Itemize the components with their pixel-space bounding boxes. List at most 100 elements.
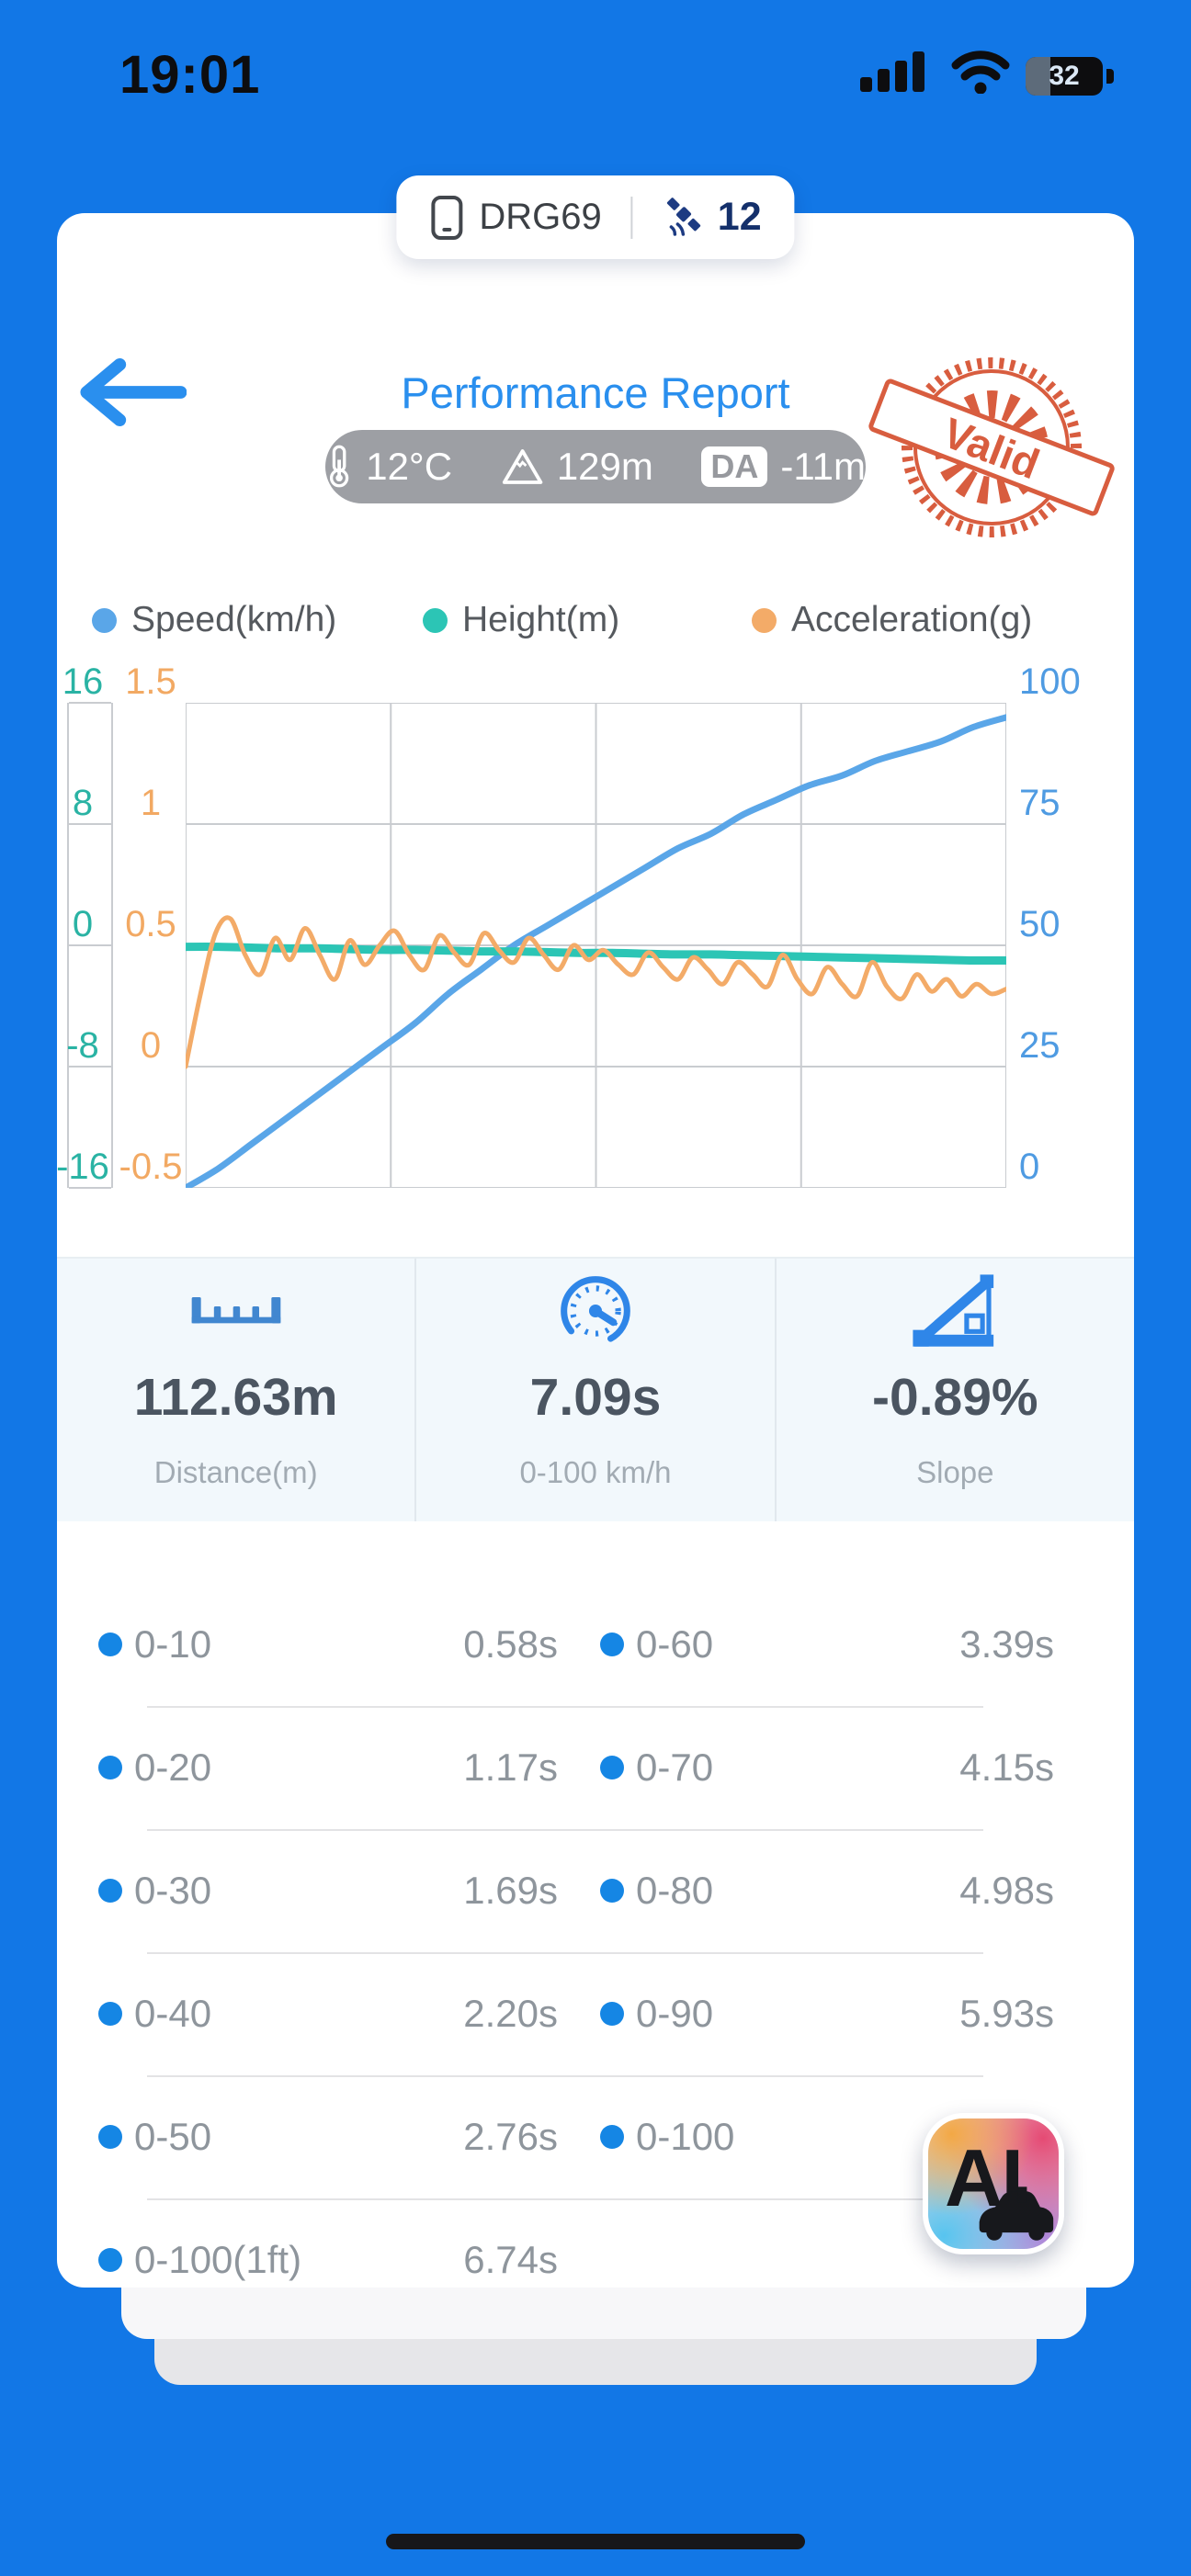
bullet-icon [600,2002,624,2026]
mountain-icon [502,449,542,484]
status-bar: 19:01 32 [0,0,1191,119]
speed-range-label: 0-70 [636,1746,714,1789]
height-axis-tick-label: 8 [72,783,94,823]
speed-range-label: 0-90 [636,1992,714,2035]
environment-pill: 12°C 129m DA -11m [325,430,866,503]
stat-cell: 112.63m Distance(m) [57,1259,414,1521]
bullet-icon [600,1633,624,1656]
row-divider [147,1706,983,1708]
speed-range-label: 0-20 [134,1746,212,1789]
density-altitude-value: -11m [780,445,866,488]
altitude-value: 129m [556,445,653,488]
height-axis-tick-label: -16 [57,1147,109,1187]
time-value: 2.20s [463,1992,558,2035]
device-name: DRG69 [479,197,602,237]
back-button[interactable] [78,356,187,428]
legend-item: Acceleration(g) [752,597,1032,643]
table-row: 0-40 2.20s 0-90 5.93s [57,1981,1134,2047]
bullet-icon [600,1879,624,1903]
slope-icon [777,1274,1134,1347]
stat-value: -0.89% [872,1368,1038,1427]
row-divider [147,2198,983,2200]
legend-dot-icon [92,607,117,633]
acceleration-axis-tick-label: 1.5 [125,661,176,702]
bullet-icon [600,2125,624,2149]
legend-item: Height(m) [423,597,619,643]
stat-label: Distance(m) [153,1455,318,1489]
row-divider [147,1829,983,1831]
speed-range-label: 0-40 [134,1992,212,2035]
battery-icon: 32 [1026,57,1114,96]
ai-assistant-button[interactable]: AI [923,2113,1064,2254]
bullet-icon [98,2002,122,2026]
legend-dot-icon [752,607,777,633]
arrow-left-icon [80,357,187,427]
speed-range-label: 0-50 [134,2115,212,2158]
bullet-icon [98,1756,122,1779]
acceleration-axis-tick-label: 0 [140,1025,162,1066]
speed-range-label: 0-100 [636,2115,735,2158]
speed-axis-tick-label: 0 [1019,1147,1040,1187]
bullet-icon [98,2125,122,2149]
table-row: 0-10 0.58s 0-60 3.39s [57,1611,1134,1678]
car-icon [979,2186,1054,2241]
device-pill[interactable]: DRG69 12 [396,175,795,259]
stat-value: 7.09s [529,1368,662,1427]
height-axis-tick-label: 0 [72,904,94,944]
time-value: 2.76s [463,2115,558,2158]
bullet-icon [600,1756,624,1779]
legend-item: Speed(km/h) [92,597,336,643]
speed-axis-tick-label: 75 [1019,783,1061,823]
acceleration-axis-tick-label: -0.5 [119,1147,183,1187]
time-value: 6.74s [463,2238,558,2281]
speed-axis-tick-label: 25 [1019,1025,1061,1066]
time-value: 3.39s [959,1622,1054,1666]
speed-range-label: 0-30 [134,1869,212,1912]
legend-label: Acceleration(g) [791,600,1033,639]
series-acceleration-line [186,915,1006,1069]
stat-cell: -0.89% Slope [774,1259,1134,1521]
stat-cell: 7.09s 0-100 km/h [414,1259,774,1521]
valid-stamp: Valid [867,322,1116,571]
height-axis-tick-label: -8 [66,1025,99,1066]
time-value: 0.58s [463,1622,558,1666]
time-value: 1.17s [463,1746,558,1789]
legend-label: Height(m) [462,600,620,639]
wifi-icon [950,50,1011,98]
speed-axis-tick-label: 50 [1019,904,1061,944]
thermometer-icon [329,445,349,488]
satellite-count: 12 [717,195,762,239]
home-indicator[interactable] [386,2534,805,2549]
speed-range-label: 0-80 [636,1869,714,1912]
satellite-icon [667,197,701,236]
time-value: 5.93s [959,1992,1054,2035]
speed-range-label: 0-60 [636,1622,714,1666]
speed-range-label: 0-10 [134,1622,212,1666]
bullet-icon [98,2248,122,2272]
row-divider [147,2075,983,2077]
page-title: Performance Report [401,368,790,417]
table-row: 0-100(1ft) 6.74s [57,2227,1134,2288]
bullet-icon [98,1879,122,1903]
device-icon [431,195,463,240]
height-axis-tick-label: 16 [62,661,104,702]
acceleration-axis-tick-label: 0.5 [125,904,176,944]
ruler-icon [57,1282,414,1339]
bullet-icon [98,1633,122,1656]
acceleration-axis-tick-label: 1 [140,783,162,823]
clock-time: 19:01 [119,45,261,105]
chart-plot-area [186,703,1006,1188]
speedometer-icon [416,1276,774,1346]
stat-label: 0-100 km/h [519,1455,672,1489]
chart-legend: Speed(km/h) Height(m) Acceleration(g) [57,597,1134,643]
speed-axis-tick-label: 100 [1019,661,1081,702]
time-value: 1.69s [463,1869,558,1912]
da-badge: DA [701,446,768,487]
summary-stats-row: 112.63m Distance(m) 7.09s 0-100 km/h -0.89% S… [57,1257,1134,1521]
height-axis-ladder [67,702,113,1189]
temperature-value: 12°C [366,445,453,488]
series-speed-line [186,714,1006,1188]
table-row: 0-30 1.69s 0-80 4.98s [57,1858,1134,1924]
